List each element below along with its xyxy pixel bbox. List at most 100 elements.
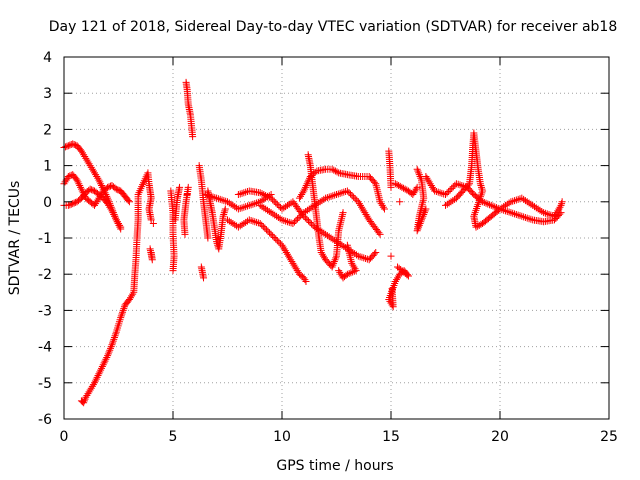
data-point: [97, 364, 105, 372]
data-point: [301, 276, 309, 284]
data-point: [301, 183, 309, 191]
data-point: [331, 256, 339, 264]
data-point: [409, 191, 417, 199]
data-point: [236, 222, 244, 230]
data-point: [89, 381, 97, 389]
data-point: [303, 206, 311, 214]
data-point: [340, 242, 348, 250]
data-point: [393, 181, 401, 189]
data-point: [101, 357, 109, 365]
data-point: [336, 189, 344, 197]
data-point: [536, 206, 544, 214]
data-point: [350, 193, 358, 201]
data-point: [359, 205, 367, 213]
data-point: [275, 202, 283, 210]
data-point: [547, 211, 555, 219]
data-point: [260, 204, 268, 212]
data-point: [417, 218, 425, 226]
data-point: [354, 252, 362, 260]
data-point: [88, 186, 96, 194]
data-point: [352, 251, 360, 259]
data-point: [128, 292, 136, 300]
data-point: [554, 207, 562, 215]
data-point: [496, 205, 504, 213]
data-point: [379, 203, 387, 211]
data-point: [556, 203, 564, 211]
data-point: [260, 191, 268, 199]
data-point: [442, 191, 449, 199]
data-point: [330, 166, 338, 174]
data-point: [111, 212, 119, 220]
data-point: [320, 195, 328, 203]
data-point: [294, 215, 302, 223]
data-point: [238, 204, 246, 212]
data-point: [327, 234, 335, 242]
data-point: [283, 250, 291, 258]
data-point: [109, 337, 117, 345]
data-point: [445, 187, 453, 195]
data-point: [280, 217, 288, 225]
data-point: [304, 217, 312, 225]
data-point: [86, 185, 94, 193]
data-point: [84, 390, 92, 398]
data-point: [234, 205, 242, 213]
data-point: [329, 261, 337, 269]
data-point: [211, 194, 219, 202]
data-point: [527, 215, 535, 223]
data-point: [282, 203, 290, 211]
data-point: [104, 352, 112, 360]
data-point: [370, 250, 378, 258]
data-point: [464, 181, 472, 189]
data-point: [350, 267, 358, 275]
data-point: [116, 221, 124, 229]
data-point: [104, 183, 112, 191]
data-point: [118, 310, 126, 318]
data-point: [124, 196, 132, 204]
data-point: [262, 205, 270, 213]
data-point: [119, 308, 127, 316]
data-point: [113, 218, 121, 226]
data-point: [323, 194, 331, 202]
data-point: [236, 204, 244, 212]
data-point: [240, 189, 248, 197]
data-point: [416, 220, 424, 228]
data-point: [553, 209, 561, 217]
data-point: [297, 192, 305, 200]
data-point: [298, 191, 306, 199]
data-point: [442, 201, 449, 209]
data-point: [420, 209, 428, 217]
data-point: [394, 263, 402, 271]
data-point: [97, 180, 105, 188]
data-point: [269, 210, 277, 218]
x-axis-label: GPS time / hours: [276, 458, 393, 474]
data-point: [521, 197, 529, 205]
data-point: [503, 207, 511, 215]
data-point: [219, 212, 227, 220]
data-point: [282, 248, 290, 256]
data-point: [183, 191, 191, 199]
data-point: [507, 209, 515, 217]
data-point: [447, 198, 455, 206]
data-point: [111, 184, 119, 192]
data-point: [361, 209, 369, 217]
data-point: [391, 277, 399, 285]
data-point: [329, 192, 337, 200]
data-point: [264, 227, 272, 235]
data-point: [505, 199, 513, 207]
data-point: [474, 222, 482, 230]
data-point: [106, 346, 114, 354]
data-point: [347, 190, 355, 198]
data-point: [511, 197, 519, 205]
data-point: [413, 227, 421, 235]
data-point: [356, 253, 364, 261]
data-point: [355, 200, 363, 208]
axis-ticks: 0 5 10 15 20 25 -6 -5 -4 -3 -2 -1 0 1 2 3 4: [38, 50, 618, 445]
data-point: [541, 209, 549, 217]
data-point: [395, 182, 403, 190]
data-point: [323, 232, 331, 240]
data-point: [319, 252, 327, 260]
data-point: [109, 209, 117, 217]
data-point: [354, 198, 362, 206]
data-point: [272, 235, 280, 243]
data-point: [428, 183, 436, 191]
